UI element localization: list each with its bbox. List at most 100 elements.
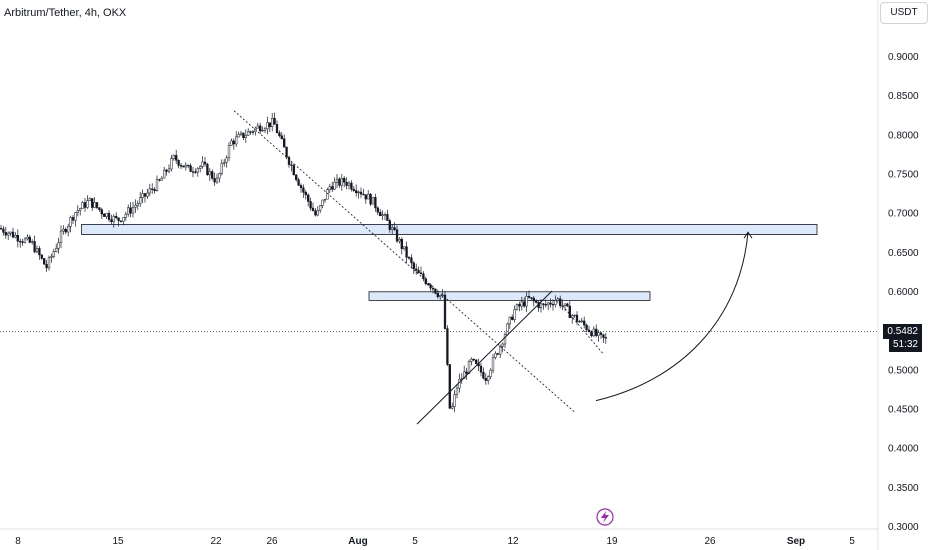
candle-body bbox=[297, 179, 300, 186]
candle-body bbox=[559, 298, 562, 306]
candle-body bbox=[225, 157, 228, 163]
candle-body bbox=[371, 197, 375, 205]
trendline[interactable] bbox=[559, 302, 604, 354]
candle-body bbox=[62, 228, 65, 232]
candle-body bbox=[295, 174, 298, 180]
candle-body bbox=[151, 188, 154, 190]
candle-body bbox=[2, 228, 5, 233]
candle-body bbox=[455, 387, 459, 395]
candle-body bbox=[599, 332, 603, 335]
time-axis[interactable]: 8 15 22 26 Aug 5 12 19 26 Sep 5 bbox=[15, 536, 855, 547]
candle-body bbox=[235, 136, 238, 145]
candle-body bbox=[98, 207, 101, 210]
candle-body bbox=[127, 207, 130, 215]
trendline[interactable] bbox=[416, 290, 553, 425]
candle-body bbox=[194, 171, 197, 173]
candle-body bbox=[395, 229, 399, 242]
candle-body bbox=[184, 164, 187, 168]
candle-body bbox=[597, 332, 600, 336]
candle-body bbox=[321, 199, 324, 206]
candle-body bbox=[79, 208, 82, 211]
candle-body bbox=[59, 230, 63, 243]
candle-body bbox=[247, 131, 250, 136]
lightning-icon[interactable] bbox=[596, 508, 614, 526]
candle-body bbox=[530, 297, 533, 299]
candle-body bbox=[88, 198, 91, 201]
candle-body bbox=[213, 178, 216, 183]
candle-body bbox=[0, 228, 3, 230]
candle-body bbox=[592, 328, 595, 337]
candle-body bbox=[439, 295, 442, 297]
price-tick-label: 0.4000 bbox=[888, 444, 919, 455]
chart-title: Arbitrum/Tether, 4h, OKX bbox=[4, 7, 127, 19]
candle-body bbox=[314, 210, 317, 216]
candle-body bbox=[484, 378, 487, 381]
candle-body bbox=[506, 323, 509, 336]
arrow-head-icon bbox=[743, 231, 753, 239]
candle-body bbox=[463, 371, 466, 379]
candle-body bbox=[129, 207, 132, 214]
candle-body bbox=[547, 302, 550, 306]
candle-body bbox=[405, 246, 408, 258]
candle-body bbox=[100, 209, 103, 215]
candle-body bbox=[242, 132, 245, 138]
price-tick-label: 0.7500 bbox=[888, 170, 919, 181]
support-resistance-zone[interactable] bbox=[81, 224, 818, 236]
price-tick-label: 0.3000 bbox=[888, 522, 919, 533]
time-tick-label: 22 bbox=[210, 536, 222, 547]
price-zones[interactable] bbox=[81, 224, 818, 301]
candle-body bbox=[326, 189, 329, 200]
candle-body bbox=[379, 211, 382, 217]
candle-body bbox=[487, 376, 490, 381]
candle-body bbox=[539, 303, 543, 309]
candle-body bbox=[160, 177, 163, 181]
time-tick-label: 26 bbox=[704, 536, 716, 547]
candle-body bbox=[412, 262, 415, 270]
candle-body bbox=[446, 328, 449, 365]
candle-body bbox=[556, 298, 559, 301]
support-resistance-zone[interactable] bbox=[368, 291, 651, 301]
candle-body bbox=[285, 146, 288, 158]
candle-body bbox=[14, 235, 17, 238]
candle-body bbox=[369, 193, 372, 205]
candle-body bbox=[415, 268, 418, 271]
candle-body bbox=[381, 214, 384, 217]
candle-body bbox=[28, 236, 31, 243]
candle-body bbox=[331, 186, 334, 190]
price-tick-label: 0.6000 bbox=[888, 287, 919, 298]
candle-body bbox=[499, 346, 502, 355]
candle-body bbox=[52, 251, 55, 257]
candle-body bbox=[511, 316, 514, 320]
candle-body bbox=[398, 238, 401, 242]
drawing-lines[interactable] bbox=[233, 110, 753, 425]
candle-body bbox=[177, 160, 180, 166]
candle-body bbox=[223, 162, 226, 164]
currency-selector[interactable]: USDT bbox=[880, 2, 928, 24]
candle-body bbox=[35, 248, 39, 253]
price-tick-label: 0.5000 bbox=[888, 365, 919, 376]
projection-arrow[interactable] bbox=[595, 232, 749, 402]
candle-body bbox=[563, 303, 567, 306]
candle-body bbox=[448, 364, 451, 409]
candle-body bbox=[287, 156, 291, 165]
candle-body bbox=[237, 134, 240, 138]
candle-body bbox=[232, 140, 235, 145]
candle-body bbox=[31, 241, 34, 243]
candle-body bbox=[268, 122, 271, 128]
candle-body bbox=[340, 178, 343, 186]
candle-body bbox=[163, 169, 166, 179]
candle-body bbox=[496, 353, 499, 355]
candle-body bbox=[263, 128, 267, 131]
candle-body bbox=[283, 138, 286, 148]
last-price-label: 0.5482 bbox=[883, 324, 922, 339]
time-tick-label: 5 bbox=[412, 536, 418, 547]
candle-body bbox=[167, 168, 171, 172]
candle-body bbox=[520, 301, 523, 307]
candle-body bbox=[43, 258, 46, 265]
candle-body bbox=[115, 216, 118, 219]
candle-body bbox=[251, 131, 255, 133]
candle-body bbox=[40, 254, 43, 259]
candle-body bbox=[230, 140, 233, 146]
candle-body bbox=[155, 179, 159, 192]
